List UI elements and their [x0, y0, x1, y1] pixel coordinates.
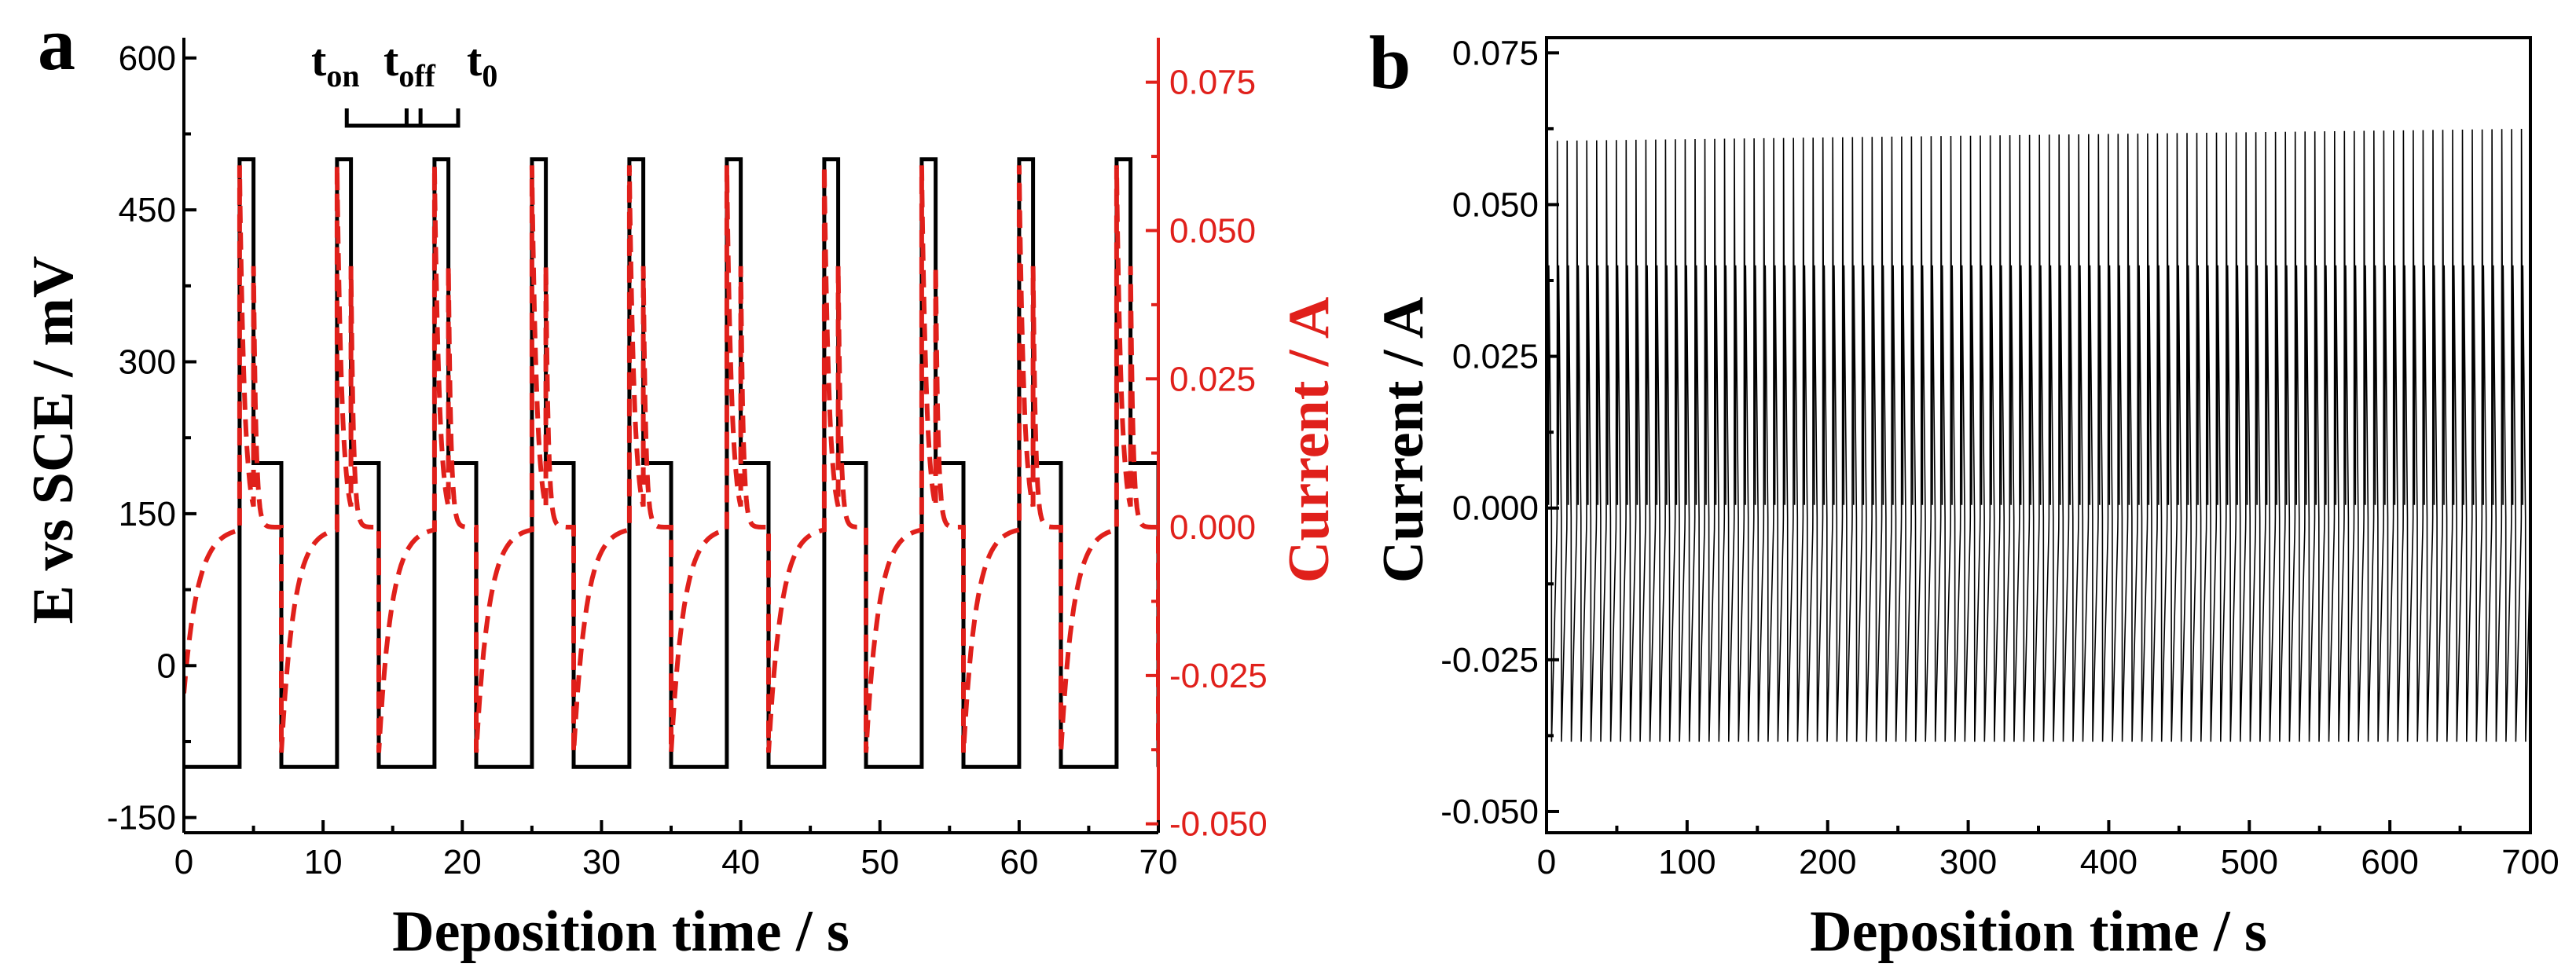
panel-a-y-axis-title: E vs SCE / mV: [21, 256, 86, 625]
panel-b-y-tick-label: -0.050: [1440, 793, 1539, 831]
panel-b-x-tick-label: 300: [1939, 843, 1997, 881]
panel-a-x-tick-label: 70: [1139, 843, 1178, 881]
panel-a-y2-tick-label: 0.025: [1169, 360, 1256, 398]
panel-b-y-tick-label: 0.000: [1452, 489, 1539, 528]
panel-b-y-tick-label: 0.025: [1452, 338, 1539, 376]
panel-b-plot-area: [1547, 128, 2530, 742]
panel-a-x-tick-label: 0: [174, 843, 193, 881]
panel-a-y2-tick-label: -0.050: [1169, 805, 1268, 844]
panel-b-y-ticks: -0.050 -0.025 0.000 0.025 0.050 0.075: [1440, 34, 1559, 831]
panel-a-x-ticks: 0 10 20 30 40 50 60 70: [174, 820, 1178, 881]
pulse-timing-bracket: [344, 108, 461, 128]
panel-a-current-series: [184, 165, 1158, 753]
panel-b-x-tick-label: 700: [2501, 843, 2559, 881]
panel-b-x-ticks: 0 100 200 300 400 500 600 700: [1537, 820, 2559, 881]
ton-label: ton: [311, 35, 360, 93]
panel-b-x-tick-label: 600: [2361, 843, 2418, 881]
panel-a-y-tick-label: 150: [119, 495, 176, 533]
panel-a-y-tick-label: -150: [107, 799, 176, 837]
current-waveform-line: [184, 165, 1158, 753]
panel-a-y2-ticks: -0.050 -0.025 0.000 0.025 0.050 0.075: [1146, 64, 1268, 844]
panel-b-y-tick-label: 0.075: [1452, 34, 1539, 72]
panel-a-y-ticks: -150 0 150 300 450 600: [107, 39, 196, 837]
panel-b-x-tick-label: 200: [1799, 843, 1856, 881]
panel-a-y2-tick-label: 0.050: [1169, 211, 1256, 250]
panel-a: 0 10 20 30 40 50 60 70 -150 0 150 300 450 600 -0.050…: [21, 35, 1341, 964]
panel-b-frame: [1545, 36, 2532, 834]
panel-a-x-tick-label: 40: [721, 843, 760, 881]
t0-label: t0: [467, 35, 497, 93]
panel-b-y-axis-title: Current / A: [1371, 297, 1436, 584]
panel-b-x-tick-label: 100: [1658, 843, 1715, 881]
toff-label: toff: [383, 35, 436, 93]
panel-b-x-tick-label: 400: [2080, 843, 2137, 881]
panel-a-y-tick-label: 450: [119, 191, 176, 229]
panel-a-y2-tick-label: 0.075: [1169, 64, 1256, 102]
panel-b-current-line: [1547, 128, 2530, 742]
panel-a-y2-tick-label: 0.000: [1169, 508, 1256, 547]
panel-b: 0 100 200 300 400 500 600 700 -0.050 -0.025 0.000…: [1371, 34, 2559, 964]
panel-a-x-tick-label: 50: [861, 843, 899, 881]
panel-a-y2-tick-label: -0.025: [1169, 657, 1268, 695]
panel-a-plot-area: [184, 157, 1158, 769]
panel-b-letter: b: [1369, 20, 1411, 104]
panel-a-x-tick-label: 20: [443, 843, 482, 881]
pulse-timing-annotation: ton toff t0: [311, 35, 497, 128]
panel-b-x-tick-label: 500: [2221, 843, 2278, 881]
panel-b-x-tick-label: 0: [1537, 843, 1556, 881]
panel-a-x-tick-label: 30: [582, 843, 621, 881]
panel-b-x-axis-title: Deposition time / s: [1810, 900, 2267, 964]
panel-a-x-tick-label: 10: [304, 843, 343, 881]
panel-a-x-axis-title: Deposition time / s: [392, 900, 849, 964]
panel-a-x-tick-label: 60: [1000, 843, 1038, 881]
panel-a-y-tick-label: 0: [157, 647, 176, 685]
panel-a-letter: a: [38, 2, 75, 86]
panel-a-y-tick-label: 300: [119, 343, 176, 382]
panel-b-current-series: [1547, 128, 2530, 742]
panel-a-y2-axis-title: Current / A: [1277, 297, 1341, 584]
panel-a-y-tick-label: 600: [119, 39, 176, 78]
panel-b-y-tick-label: 0.050: [1452, 185, 1539, 224]
panel-b-y-tick-label: -0.025: [1440, 641, 1539, 680]
